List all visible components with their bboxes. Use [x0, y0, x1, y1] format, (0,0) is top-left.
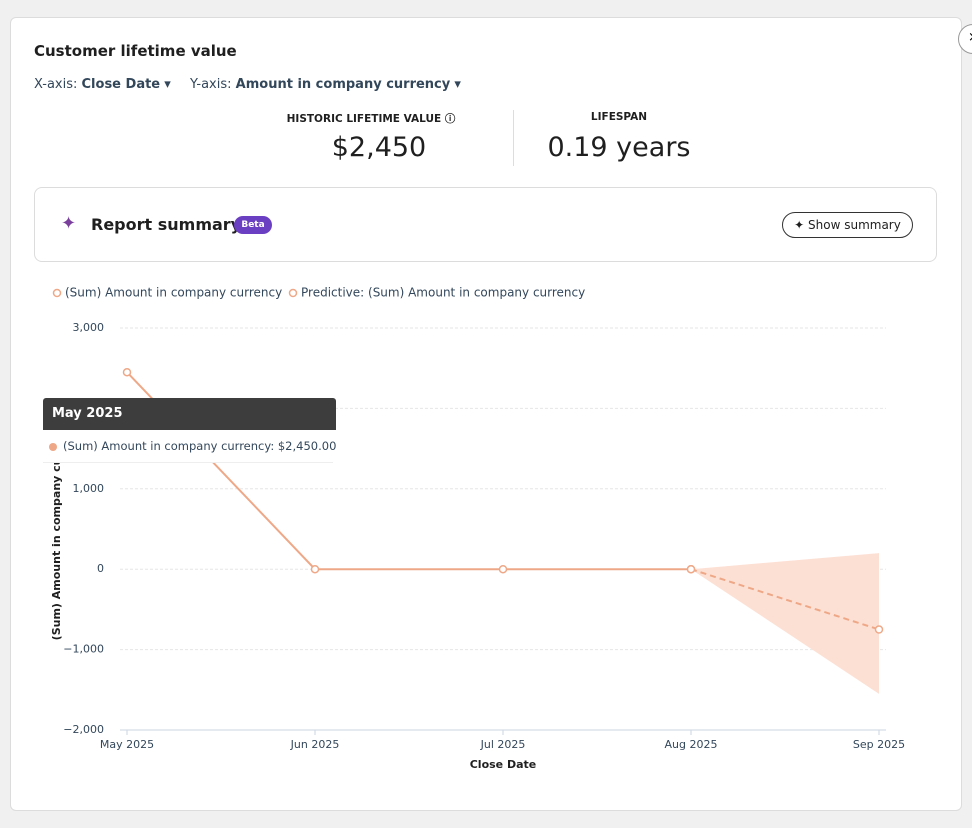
legend-label: (Sum) Amount in company currency [65, 286, 282, 300]
point [310, 564, 320, 574]
tooltip-body: (Sum) Amount in company currency: $2,450… [43, 430, 337, 463]
point [686, 564, 696, 574]
y-axis-control[interactable]: Y-axis: Amount in company currency ▾ [190, 77, 461, 92]
point [874, 625, 884, 634]
y-tick-label: −1,000 [63, 643, 104, 656]
x-tick-label: Jul 2025 [480, 738, 526, 751]
series-line [690, 568, 880, 631]
series-line [126, 371, 691, 571]
value: Close Date [81, 77, 161, 92]
y-axis-title: (Sum) Amount in company currency [50, 418, 63, 641]
summary-title: Report summary [91, 215, 242, 234]
y-tick-label: −2,000 [63, 723, 104, 736]
x-axis-title: Close Date [470, 758, 537, 771]
card-title: Customer lifetime value [34, 42, 237, 60]
legend-label: Predictive: (Sum) Amount in company curr… [301, 286, 585, 300]
kpi-label: LIFESPAN [590, 111, 648, 123]
y-tick-label: 1,000 [73, 482, 105, 495]
beta-badge: Beta [234, 216, 272, 234]
tooltip-text: (Sum) Amount in company currency: $2,450… [63, 439, 337, 453]
x-tick-label: May 2025 [100, 738, 154, 751]
legend-marker [52, 288, 62, 298]
x-tick-label: Sep 2025 [853, 738, 905, 751]
x-axis-control[interactable]: X-axis: Close Date ▾ [34, 77, 171, 92]
legend-marker [288, 288, 298, 298]
forecast-band [691, 553, 879, 694]
kpi-value: $2,450 [331, 132, 427, 163]
label: Y-axis: [190, 77, 232, 92]
point [498, 564, 508, 574]
tooltip-dot [49, 443, 57, 451]
summary-box [34, 187, 937, 262]
divider [513, 110, 514, 166]
text: Show summary [808, 218, 901, 232]
y-tick-label: 0 [97, 562, 104, 575]
x-tick-label: Jun 2025 [290, 738, 340, 751]
point [122, 367, 132, 377]
label: X-axis: [34, 77, 78, 92]
y-tick-label: 3,000 [73, 321, 105, 334]
value: Amount in company currency [235, 77, 451, 92]
kpi-value: 0.19 years [547, 132, 691, 163]
show-summary-button[interactable]: ✦ Show summary [782, 212, 913, 238]
sparkle-icon: ✦ [61, 213, 77, 234]
text: HISTORIC LIFETIME VALUE [286, 113, 442, 125]
x-tick-label: Aug 2025 [665, 738, 718, 751]
tooltip-title: May 2025 [52, 406, 123, 421]
tooltip-header: May 2025 [43, 398, 336, 430]
kpi-label: HISTORIC LIFETIME VALUE ⓘ [286, 113, 456, 125]
